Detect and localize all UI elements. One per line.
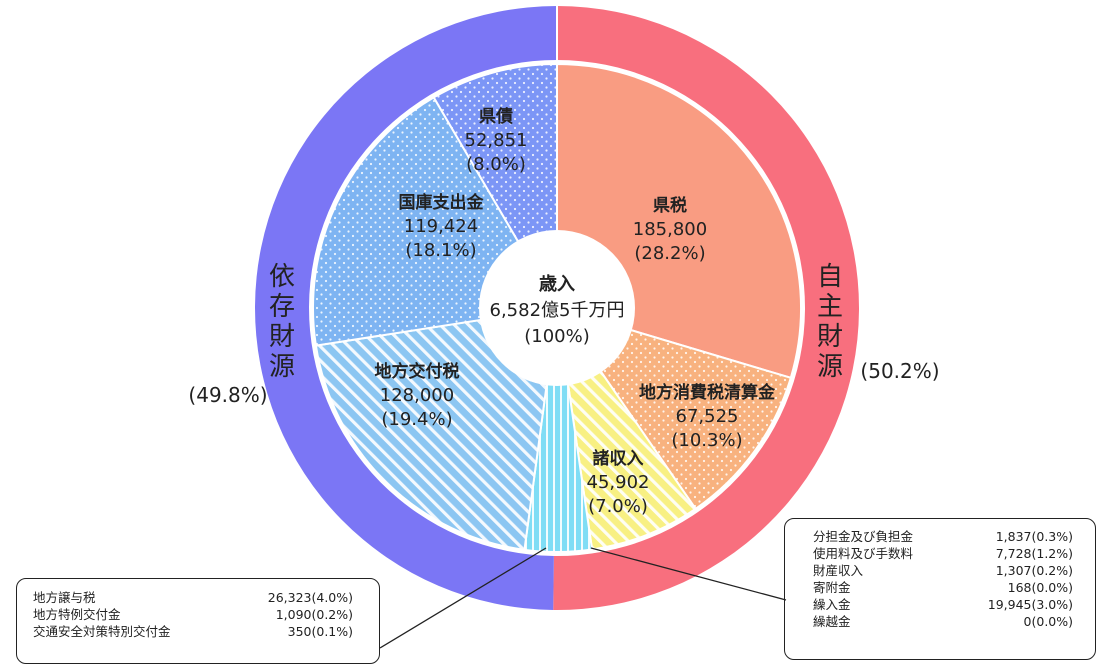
slice-percent-label: (8.0%) xyxy=(466,154,526,175)
callout-row: 財産収入 1,307(0.2%) xyxy=(813,562,1073,579)
callout-row: 地方譲与税 26,323(4.0%) xyxy=(33,589,353,606)
callout-row: 使用料及び手数料 7,728(1.2%) xyxy=(813,545,1073,562)
ring-label-char: 源 xyxy=(817,352,843,382)
callout-item-name: 地方特例交付金 xyxy=(33,607,121,622)
callout-item-name: 地方譲与税 xyxy=(33,590,96,605)
callout-item-name: 寄附金 xyxy=(813,580,851,595)
callout-row: 分担金及び負担金 1,837(0.3%) xyxy=(813,528,1073,545)
callout-row: 繰入金 19,945(3.0%) xyxy=(813,596,1073,613)
callout-item-value: 168(0.0%) xyxy=(1007,580,1073,595)
slice-percent-label: (18.1%) xyxy=(405,240,476,261)
ring-label-char: 自 xyxy=(817,262,843,292)
slice-name-label: 県税 xyxy=(653,195,687,216)
callout-item-name: 財産収入 xyxy=(813,563,864,578)
slice-name-label: 地方消費税清算金 xyxy=(639,382,776,403)
ring-percent-label: (49.8%) xyxy=(188,383,267,407)
leader-line-left xyxy=(379,547,547,649)
callout-dependent-details: 地方譲与税 26,323(4.0%) 地方特例交付金 1,090(0.2%) 交通安… xyxy=(16,578,380,664)
slice-percent-label: (7.0%) xyxy=(588,496,648,517)
center-percent: (100%) xyxy=(524,326,590,347)
callout-item-name: 交通安全対策特別交付金 xyxy=(33,624,171,639)
ring-label-char: 財 xyxy=(269,322,295,352)
callout-item-name: 繰入金 xyxy=(813,597,851,612)
callout-item-value: 350(0.1%) xyxy=(287,624,353,639)
slice-pattern xyxy=(315,308,557,550)
leader-line-right xyxy=(590,547,787,601)
ring-label-char: 主 xyxy=(817,292,843,322)
slice-percent-label: (28.2%) xyxy=(634,243,705,264)
slice-value-label: 119,424 xyxy=(404,216,478,237)
slice-percent-label: (10.3%) xyxy=(671,430,742,451)
ring-label-char: 源 xyxy=(269,352,295,382)
callout-item-value: 19,945(3.0%) xyxy=(987,597,1073,612)
ring-segment-own-source xyxy=(553,6,860,610)
slice-value-label: 67,525 xyxy=(676,406,739,427)
slice-name-label: 諸収入 xyxy=(593,448,644,469)
ring-segment-dependent-source xyxy=(255,6,557,610)
callout-row: 寄附金 168(0.0%) xyxy=(813,579,1073,596)
center-hole xyxy=(479,230,635,386)
slice-pattern xyxy=(524,308,593,553)
center-amount: 6,582億5千万円 xyxy=(490,300,625,321)
slice-value-label: 128,000 xyxy=(380,385,454,406)
callout-row: 地方特例交付金 1,090(0.2%) xyxy=(33,606,353,623)
ring-label-char: 財 xyxy=(817,322,843,352)
callout-item-name: 繰越金 xyxy=(813,614,851,629)
slice-name-label: 国庫支出金 xyxy=(399,192,485,213)
callout-item-value: 1,837(0.3%) xyxy=(995,529,1073,544)
callout-item-value: 1,307(0.2%) xyxy=(995,563,1073,578)
callout-row: 繰越金 0(0.0%) xyxy=(813,613,1073,630)
ring-label-char: 存 xyxy=(269,292,295,322)
callout-row: 交通安全対策特別交付金 350(0.1%) xyxy=(33,623,353,640)
slice-name-label: 地方交付税 xyxy=(375,361,460,382)
outer-ring xyxy=(255,6,860,610)
callout-misc-income-details: 分担金及び負担金 1,837(0.3%) 使用料及び手数料 7,728(1.2%) … xyxy=(784,518,1096,660)
callout-item-name: 使用料及び手数料 xyxy=(813,546,914,561)
callout-item-value: 7,728(1.2%) xyxy=(995,546,1073,561)
slice-percent-label: (19.4%) xyxy=(381,409,452,430)
slice-value-label: 52,851 xyxy=(465,130,528,151)
ring-percent-label: (50.2%) xyxy=(860,359,939,383)
callout-item-name: 分担金及び負担金 xyxy=(813,529,914,544)
ring-label-char: 依 xyxy=(269,262,295,292)
slice-labels: 県税 185,800 (28.2%) 地方消費税清算金 67,525 (10.3%) 諸収入… xyxy=(375,106,776,517)
slice-name-label: 県債 xyxy=(479,106,513,127)
callout-item-value: 0(0.0%) xyxy=(1023,614,1073,629)
slice-value-label: 45,902 xyxy=(587,472,650,493)
callout-item-value: 26,323(4.0%) xyxy=(267,590,353,605)
center-title: 歳入 xyxy=(539,274,575,295)
slice-value-label: 185,800 xyxy=(633,219,707,240)
callout-item-value: 1,090(0.2%) xyxy=(275,607,353,622)
